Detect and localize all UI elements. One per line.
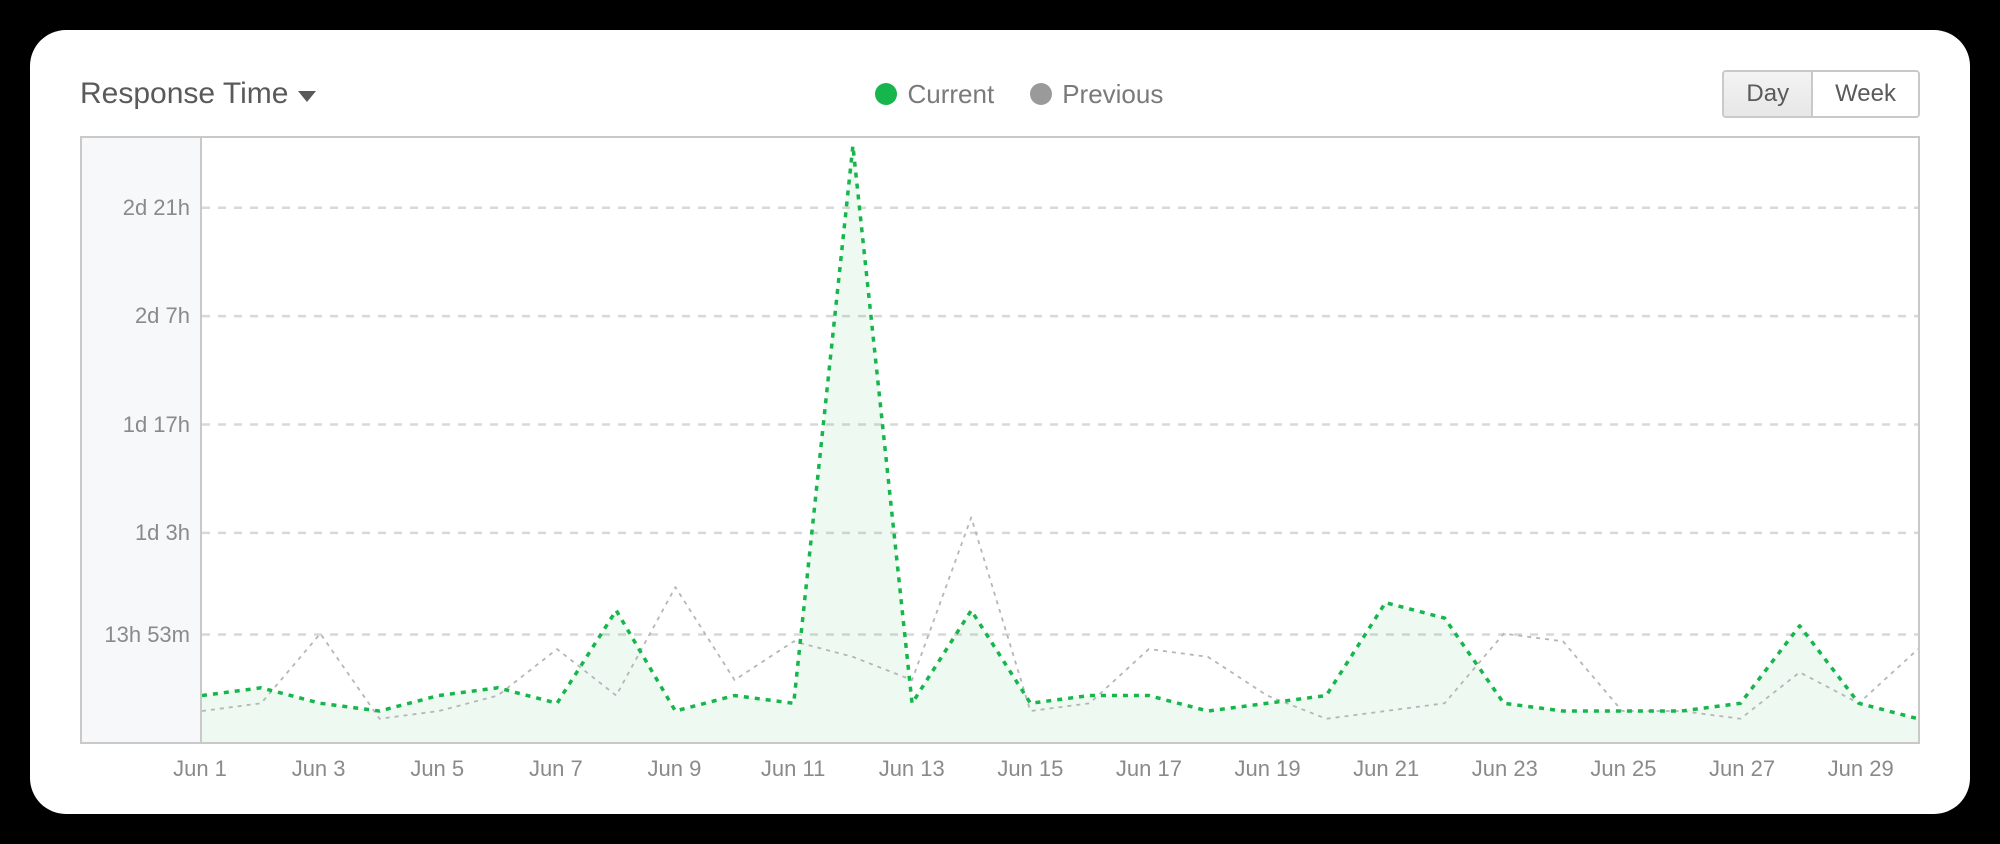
x-tick-label: Jun 7	[529, 756, 583, 782]
legend: Current Previous	[875, 79, 1163, 110]
y-tick-label: 2d 21h	[123, 195, 190, 221]
x-tick-label: Jun 5	[410, 756, 464, 782]
toggle-week[interactable]: Week	[1813, 72, 1918, 116]
x-tick-label: Jun 17	[1116, 756, 1182, 782]
x-tick-label: Jun 25	[1590, 756, 1656, 782]
x-tick-label: Jun 21	[1353, 756, 1419, 782]
y-tick-label: 2d 7h	[135, 303, 190, 329]
x-tick-label: Jun 1	[173, 756, 227, 782]
plot-row: 13h 53m 1d 3h 1d 17h 2d 7h 2d 21h	[80, 136, 1920, 744]
chart-area: 13h 53m 1d 3h 1d 17h 2d 7h 2d 21h Jun 1 Jun 3…	[80, 136, 1920, 784]
x-tick-label: Jun 9	[648, 756, 702, 782]
granularity-toggle: Day Week	[1722, 70, 1920, 118]
x-tick-label: Jun 15	[997, 756, 1063, 782]
plot	[200, 136, 1920, 744]
y-tick-label: 1d 17h	[123, 412, 190, 438]
x-tick-label: Jun 13	[879, 756, 945, 782]
y-tick-label: 1d 3h	[135, 520, 190, 546]
x-tick-label: Jun 3	[292, 756, 346, 782]
header: Response Time Current Previous Day Week	[80, 70, 1920, 118]
caret-down-icon	[298, 91, 316, 102]
legend-swatch-previous	[1030, 83, 1052, 105]
x-tick-label: Jun 19	[1235, 756, 1301, 782]
legend-label-previous: Previous	[1062, 79, 1163, 110]
y-axis: 13h 53m 1d 3h 1d 17h 2d 7h 2d 21h	[80, 136, 200, 744]
y-tick-label: 13h 53m	[104, 622, 190, 648]
chart-title: Response Time	[80, 77, 288, 111]
legend-swatch-current	[875, 83, 897, 105]
metric-dropdown[interactable]: Response Time	[80, 77, 316, 111]
legend-current: Current	[875, 79, 994, 110]
plot-svg	[202, 138, 1918, 742]
x-tick-label: Jun 11	[761, 756, 825, 782]
x-tick-label: Jun 27	[1709, 756, 1775, 782]
legend-previous: Previous	[1030, 79, 1163, 110]
x-tick-label: Jun 29	[1828, 756, 1894, 782]
x-tick-label: Jun 23	[1472, 756, 1538, 782]
legend-label-current: Current	[907, 79, 994, 110]
x-axis: Jun 1Jun 3Jun 5Jun 7Jun 9Jun 11Jun 13Jun…	[200, 750, 1920, 784]
x-axis-row: Jun 1 Jun 3 Jun 5 Jun 7 Jun 9 Jun 11 Jun 13 Jun…	[80, 750, 1920, 784]
toggle-day[interactable]: Day	[1724, 72, 1813, 116]
chart-card: Response Time Current Previous Day Week …	[30, 30, 1970, 814]
